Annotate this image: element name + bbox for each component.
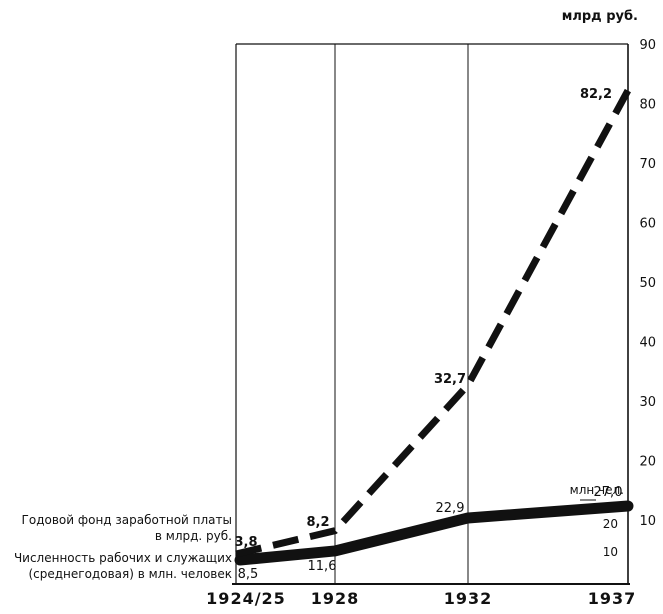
x-tick-label: 1928	[311, 589, 360, 608]
x-axis-labels: 1924/25 1928 1932 1937	[206, 589, 637, 608]
right-tick-label: 70	[639, 157, 656, 172]
right-tick-label: 80	[639, 98, 656, 113]
legend-entry-line: (среднегодовая) в млн. человек	[28, 567, 232, 581]
series-line-workers	[234, 500, 634, 566]
right-tick-label: 10	[639, 514, 656, 529]
inner-axis-unit-label: млн.чел.	[570, 483, 624, 497]
x-tick-label: 1924/25	[206, 589, 286, 608]
workers-value-label: 22,9	[436, 501, 465, 516]
workers-value-label: 11,6	[308, 559, 337, 574]
right-tick-label: 50	[639, 276, 656, 291]
series-line-wage-fund	[235, 88, 632, 558]
right-tick-label: 60	[639, 217, 656, 232]
series-legend: Годовой фонд заработной платы в млрд. руб…	[14, 513, 232, 581]
right-tick-label: 30	[639, 395, 656, 410]
legend-entry-line: в млрд. руб.	[155, 529, 232, 543]
value-labels: 3,8 8,2 32,7 82,2 8,5 11,6 22,9 27,0	[234, 87, 622, 582]
right-tick-label: 40	[639, 336, 656, 351]
x-tick-label: 1937	[588, 589, 637, 608]
inner-tick-label: 20	[603, 517, 618, 531]
wage-value-label: 32,7	[434, 372, 466, 387]
legend-entry-line: Годовой фонд заработной платы	[22, 513, 232, 527]
plot-frame	[232, 43, 630, 585]
workers-value-label: 27,0	[594, 485, 623, 500]
x-tick-label: 1932	[444, 589, 493, 608]
right-tick-label: 90	[639, 38, 656, 53]
series-lines	[234, 88, 634, 566]
wage-value-label: 82,2	[580, 87, 612, 102]
wage-value-label: 8,2	[306, 515, 329, 530]
legend-entry-line: Численность рабочих и служащих	[14, 551, 232, 565]
right-axis-ticks: 10 20 30 40 50 60 70 80 90	[639, 38, 656, 529]
inner-tick-label: 10	[603, 545, 618, 559]
inner-axis-ticks: 10 20	[580, 499, 618, 559]
right-tick-label: 20	[639, 455, 656, 470]
right-axis-unit-label: млрд руб.	[562, 9, 638, 24]
year-gridlines	[334, 44, 469, 584]
workers-value-label: 8,5	[238, 567, 259, 582]
wage-value-label: 3,8	[234, 535, 257, 550]
